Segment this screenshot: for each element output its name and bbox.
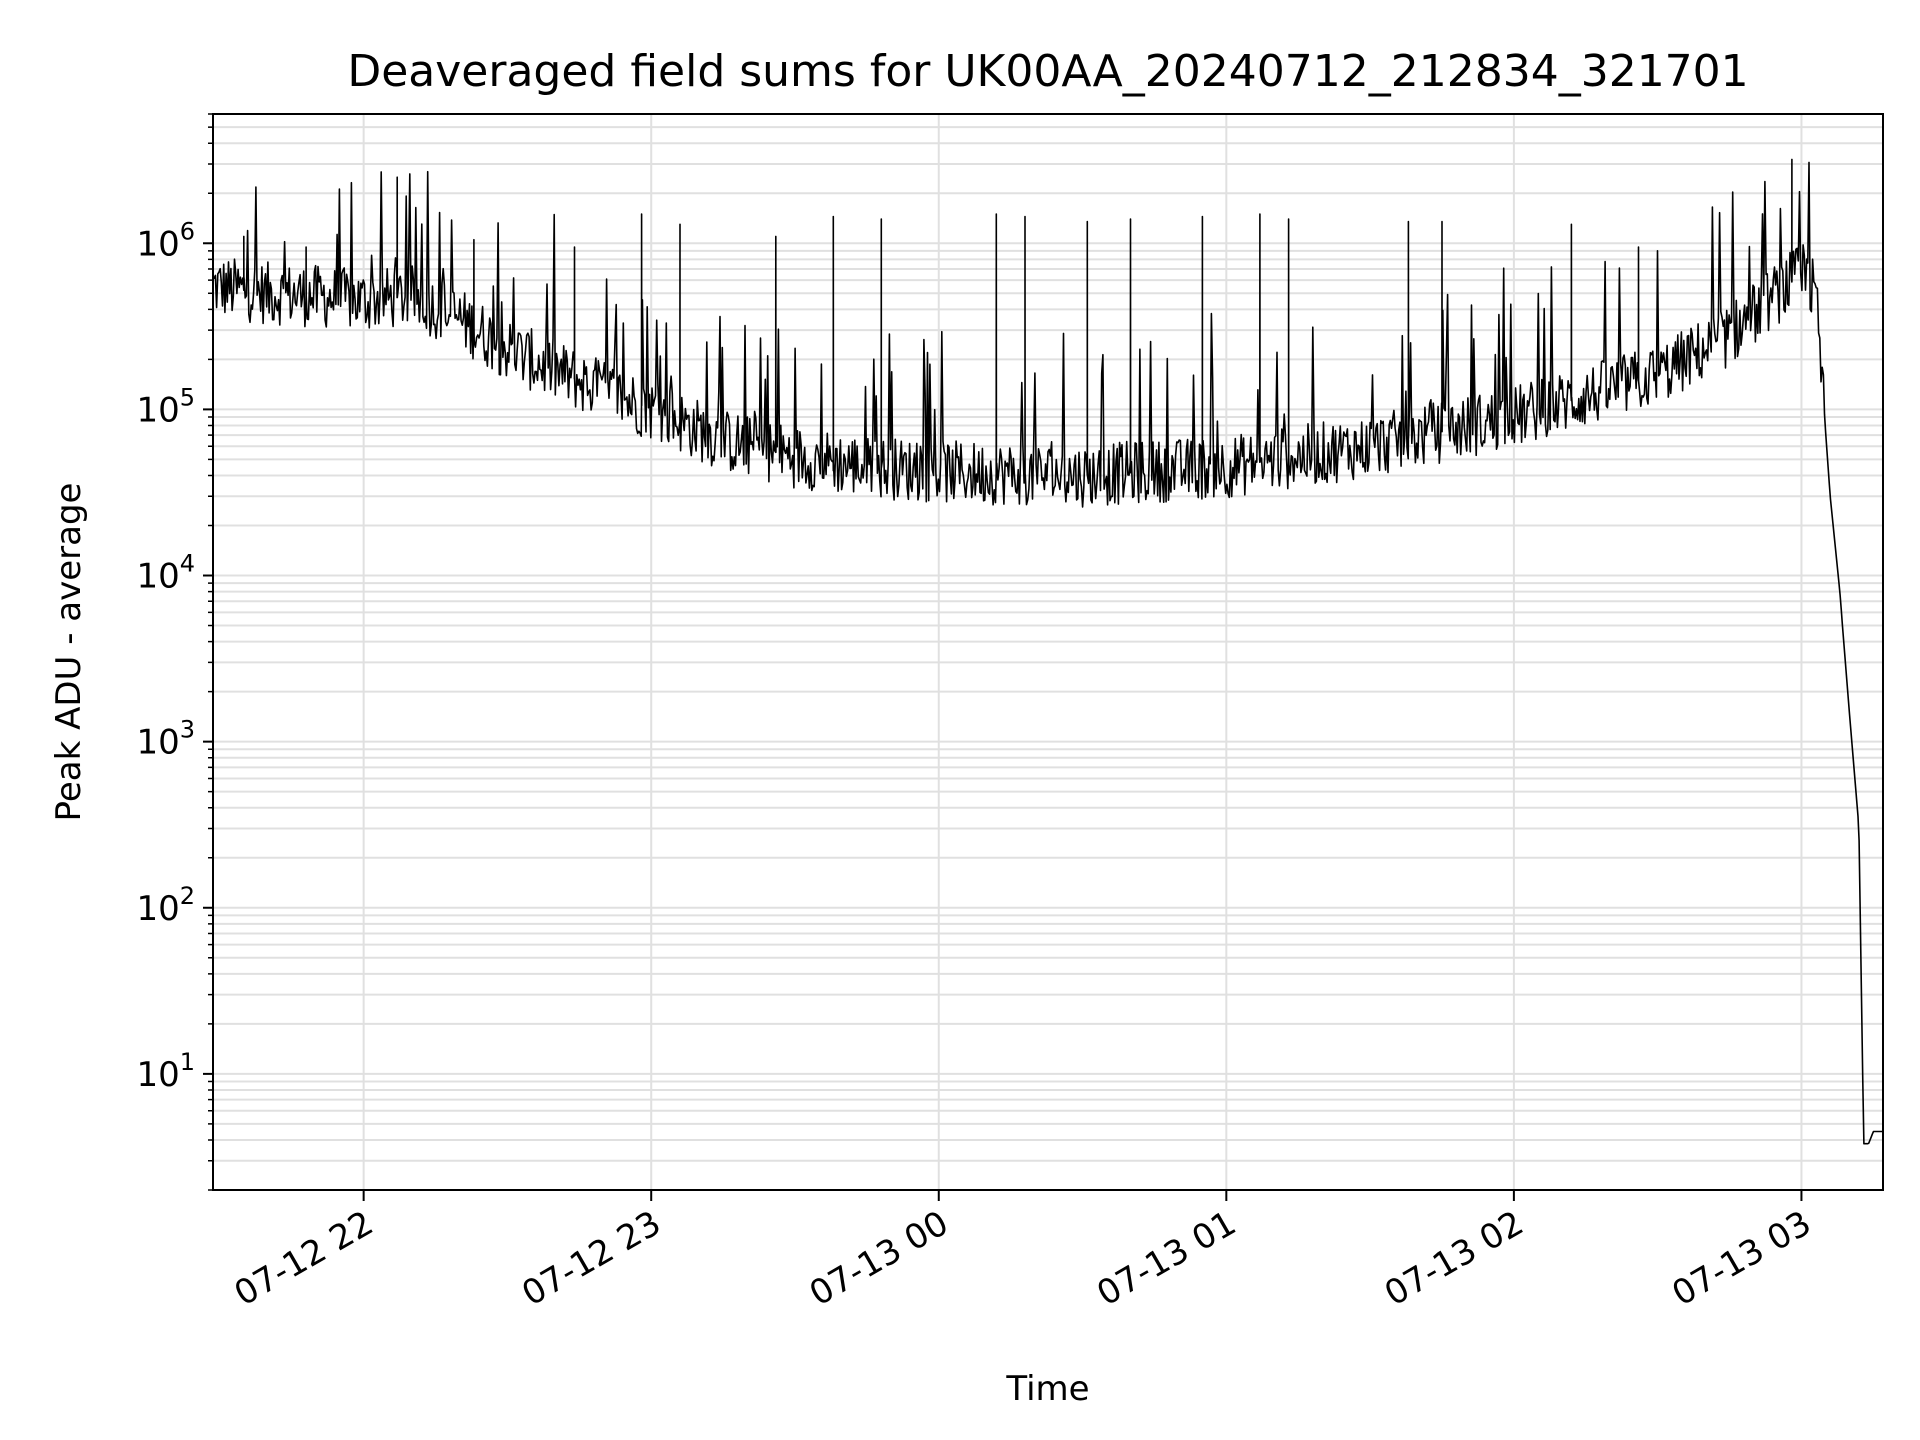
series-line-group	[212, 158, 1883, 1145]
y-tick-exponent: 6	[180, 217, 195, 245]
y-tick-exponent: 5	[180, 383, 195, 411]
x-axis-title: Time	[1005, 1369, 1089, 1409]
y-axis-title: Peak ADU - average	[49, 483, 89, 822]
y-tick-exponent: 3	[180, 716, 195, 744]
plot-frame	[212, 113, 1884, 1191]
y-tick-exponent: 1	[180, 1048, 195, 1076]
chart-title: Deaveraged field sums for UK00AA_2024071…	[347, 46, 1748, 97]
series-line	[212, 158, 1883, 1145]
y-tick-exponent: 2	[180, 882, 195, 910]
y-tick-exponent: 4	[180, 550, 195, 578]
